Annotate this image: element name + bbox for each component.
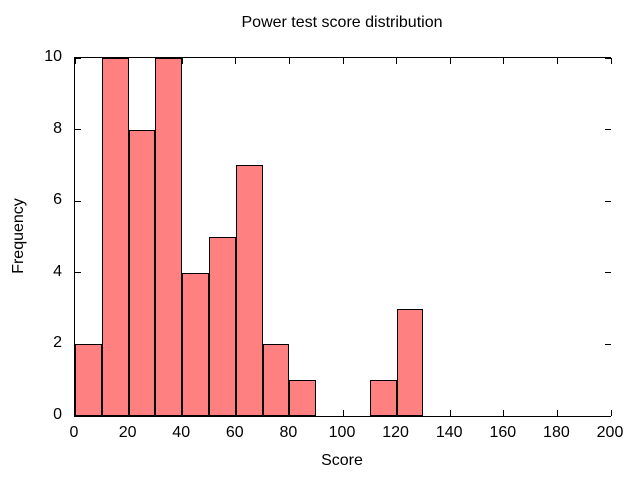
histogram-bar xyxy=(369,380,397,416)
x-tick-top xyxy=(128,58,130,64)
x-tick-top xyxy=(610,58,612,64)
y-tick-right xyxy=(605,57,611,59)
histogram-bar xyxy=(75,344,102,416)
x-tick-label: 140 xyxy=(435,424,463,441)
y-tick-label: 6 xyxy=(53,191,62,209)
x-tick-top xyxy=(503,58,505,64)
x-tick-bottom xyxy=(342,410,344,416)
x-tick-bottom xyxy=(449,410,451,416)
y-tick-right xyxy=(605,272,611,274)
x-tick-label: 100 xyxy=(328,424,356,441)
x-tick-top xyxy=(556,58,558,64)
y-tick-left xyxy=(75,415,81,417)
histogram-bar xyxy=(155,58,183,416)
x-tick-top xyxy=(396,58,398,64)
histogram-bar xyxy=(209,237,236,416)
x-axis-label: Score xyxy=(321,452,363,469)
y-tick-label: 8 xyxy=(53,119,62,137)
x-tick-label: 20 xyxy=(118,424,137,441)
histogram-bar xyxy=(396,308,424,416)
x-tick-top xyxy=(288,58,290,64)
x-tick-bottom xyxy=(235,410,237,416)
x-tick-bottom xyxy=(503,410,505,416)
y-tick-right xyxy=(605,415,611,417)
x-tick-top xyxy=(235,58,237,64)
chart-title: Power test score distribution xyxy=(241,14,443,31)
histogram-bar xyxy=(262,344,290,416)
x-tick-label: 180 xyxy=(543,424,570,441)
x-tick-bottom xyxy=(74,410,76,416)
y-tick-label: 4 xyxy=(53,262,62,280)
x-tick-bottom xyxy=(556,410,558,416)
x-tick-label: 120 xyxy=(382,424,409,441)
histogram-bar xyxy=(182,272,209,416)
x-tick-bottom xyxy=(128,410,130,416)
x-tick-label: 60 xyxy=(225,424,244,441)
y-tick-left xyxy=(75,343,81,345)
y-tick-label: 0 xyxy=(53,406,62,423)
plot-area xyxy=(74,57,612,417)
x-tick-label: 80 xyxy=(279,424,298,441)
y-tick-right xyxy=(605,200,611,202)
x-tick-label: 160 xyxy=(489,424,517,441)
x-tick-top xyxy=(342,58,344,64)
y-tick-label: 2 xyxy=(53,334,62,352)
x-tick-top xyxy=(449,58,451,64)
histogram-bar xyxy=(101,58,129,416)
x-tick-bottom xyxy=(610,410,612,416)
y-tick-label: 10 xyxy=(44,48,62,65)
x-tick-bottom xyxy=(181,410,183,416)
x-tick-label: 200 xyxy=(596,424,624,441)
y-tick-right xyxy=(605,129,611,131)
y-tick-left xyxy=(75,57,81,59)
histogram-bar xyxy=(128,129,156,416)
x-tick-label: 0 xyxy=(69,424,79,441)
histogram-bar xyxy=(289,380,317,416)
x-tick-top xyxy=(74,58,76,64)
y-tick-left xyxy=(75,200,81,202)
histogram-bar xyxy=(235,165,263,416)
x-tick-bottom xyxy=(288,410,290,416)
x-tick-top xyxy=(181,58,183,64)
y-tick-right xyxy=(605,343,611,345)
x-tick-bottom xyxy=(396,410,398,416)
y-tick-left xyxy=(75,129,81,131)
y-tick-left xyxy=(75,272,81,274)
x-tick-label: 40 xyxy=(172,424,191,441)
